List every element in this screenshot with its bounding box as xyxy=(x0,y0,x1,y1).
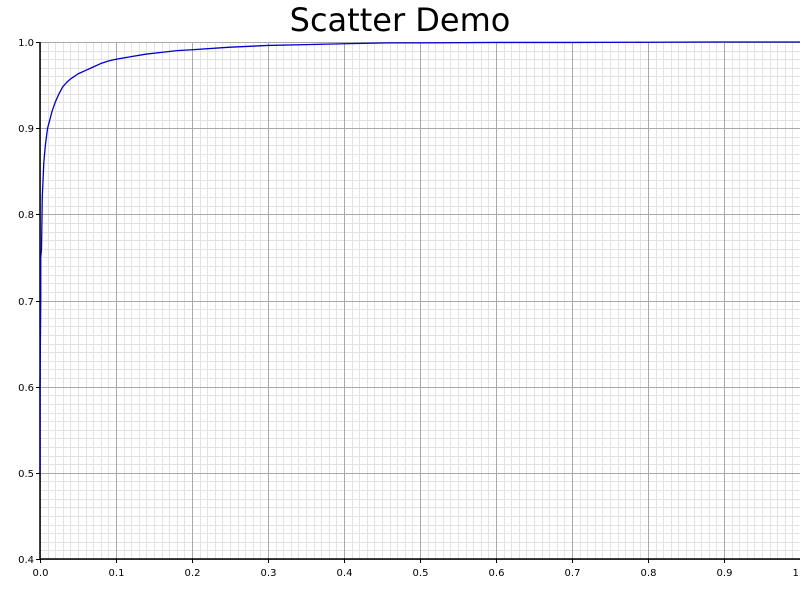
y-tick-label: 0.4 xyxy=(18,555,34,566)
y-axis-ticks: 0.4 0.5 0.6 0.7 0.8 0.9 1.0 xyxy=(18,38,40,566)
x-tick-label: 0.6 xyxy=(489,568,505,579)
x-tick-label: 0.9 xyxy=(717,568,733,579)
series-group xyxy=(39,41,800,473)
x-tick-label: 0.7 xyxy=(565,568,581,579)
x-tick-label: 0.2 xyxy=(185,568,201,579)
y-tick-label: 0.9 xyxy=(18,124,34,135)
x-tick-label: 0.8 xyxy=(641,568,657,579)
x-tick-label: 0.3 xyxy=(261,568,277,579)
y-tick-label: 0.5 xyxy=(18,469,34,480)
x-axis-ticks: 0.0 0.1 0.2 0.3 0.4 0.5 0.6 0.7 0.8 0.9 1.0 xyxy=(33,559,800,579)
x-tick-label: 0.0 xyxy=(33,568,49,579)
y-tick-label: 0.6 xyxy=(18,383,34,394)
y-tick-label: 1.0 xyxy=(18,38,34,49)
y-tick-label: 0.8 xyxy=(18,210,34,221)
x-tick-label: 0.5 xyxy=(413,568,429,579)
y-tick-label: 0.7 xyxy=(18,297,34,308)
chart-title: Scatter Demo xyxy=(290,1,511,39)
x-tick-label: 0.4 xyxy=(337,568,353,579)
x-tick-label: 1.0 xyxy=(793,568,800,579)
series-line-0 xyxy=(39,41,800,473)
x-tick-label: 0.1 xyxy=(109,568,125,579)
